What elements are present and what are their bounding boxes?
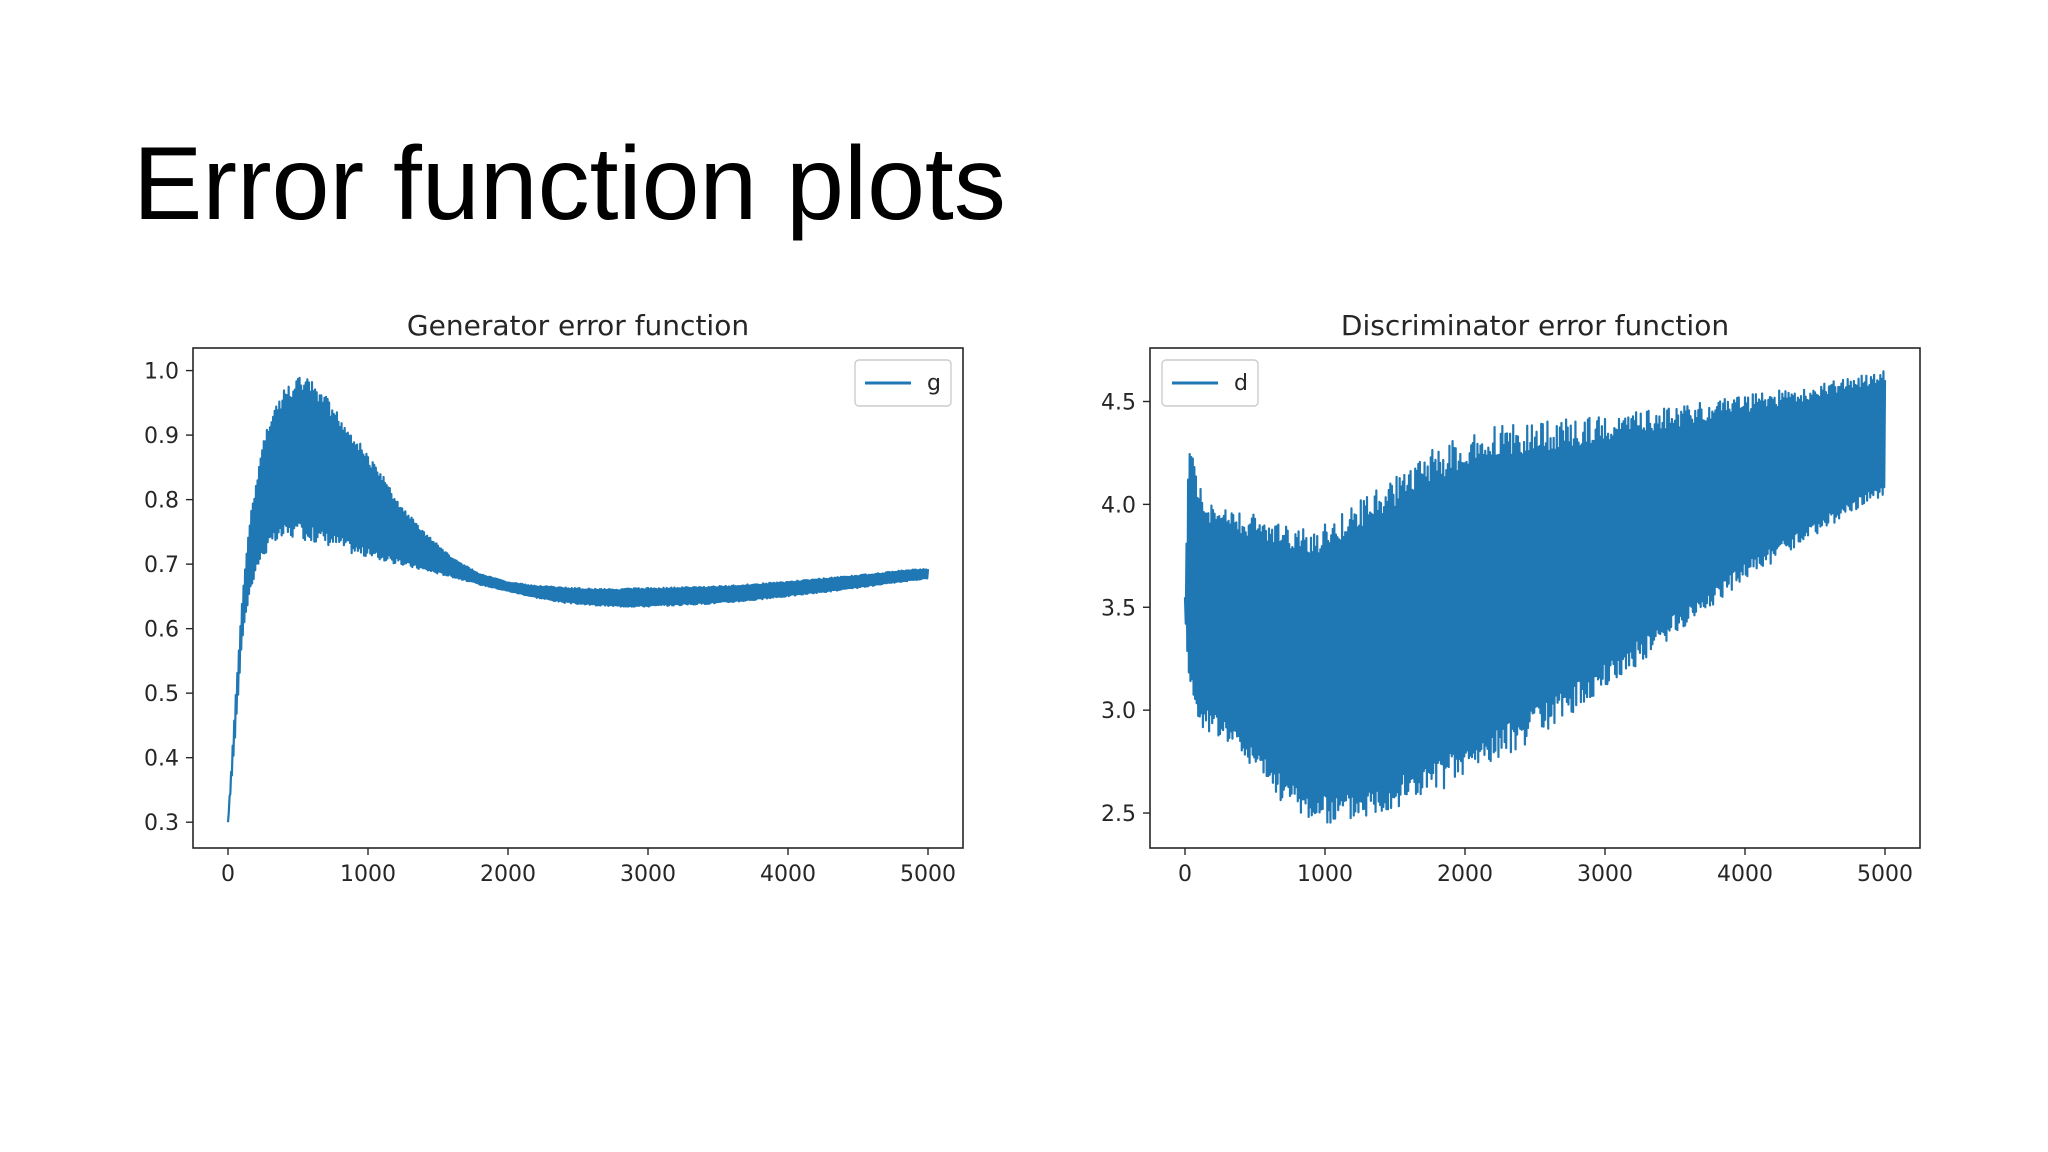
x-tick-label: 0 [1178,862,1192,887]
x-tick-label: 4000 [760,862,816,887]
chart-title: Discriminator error function [1341,309,1729,342]
series-line-d [1183,370,1887,824]
y-tick-label: 4.0 [1101,493,1136,518]
y-tick-label: 3.0 [1101,699,1136,724]
x-tick-label: 0 [221,862,235,887]
discriminator-error-chart: Discriminator error function 0 1000 2000 30… [1101,309,1921,887]
y-tick-label: 1.0 [144,360,179,385]
y-tick-label: 3.5 [1101,596,1136,621]
axes-frame [192,347,964,849]
y-tick-label: 0.3 [144,811,179,836]
x-tick-label: 4000 [1717,862,1773,887]
y-tick-label: 0.4 [144,747,179,772]
legend: d [1161,359,1259,407]
x-tick-label: 1000 [1297,862,1353,887]
x-tick-label: 1000 [340,862,396,887]
series-line-g [226,376,930,823]
y-tick-label: 0.5 [144,682,179,707]
y-tick-label: 4.5 [1101,390,1136,415]
x-tick-label: 2000 [480,862,536,887]
y-tick-label: 0.6 [144,618,179,643]
y-tick-label: 2.5 [1101,802,1136,827]
x-tick-label: 5000 [1857,862,1913,887]
legend-label: g [927,371,941,396]
legend: g [854,359,952,407]
x-tick-label: 2000 [1437,862,1493,887]
y-tick-label: 0.8 [144,489,179,514]
y-tick-label: 0.7 [144,553,179,578]
slide-title: Error function plots [133,126,1006,242]
axes-frame [1149,347,1921,849]
x-tick-label: 3000 [1577,862,1633,887]
legend-label: d [1234,371,1248,396]
x-tick-label: 5000 [900,862,956,887]
generator-error-chart: Generator error function 0 1000 2000 3000 40… [144,309,964,887]
x-tick-label: 3000 [620,862,676,887]
y-tick-label: 0.9 [144,424,179,449]
chart-title: Generator error function [407,309,749,342]
